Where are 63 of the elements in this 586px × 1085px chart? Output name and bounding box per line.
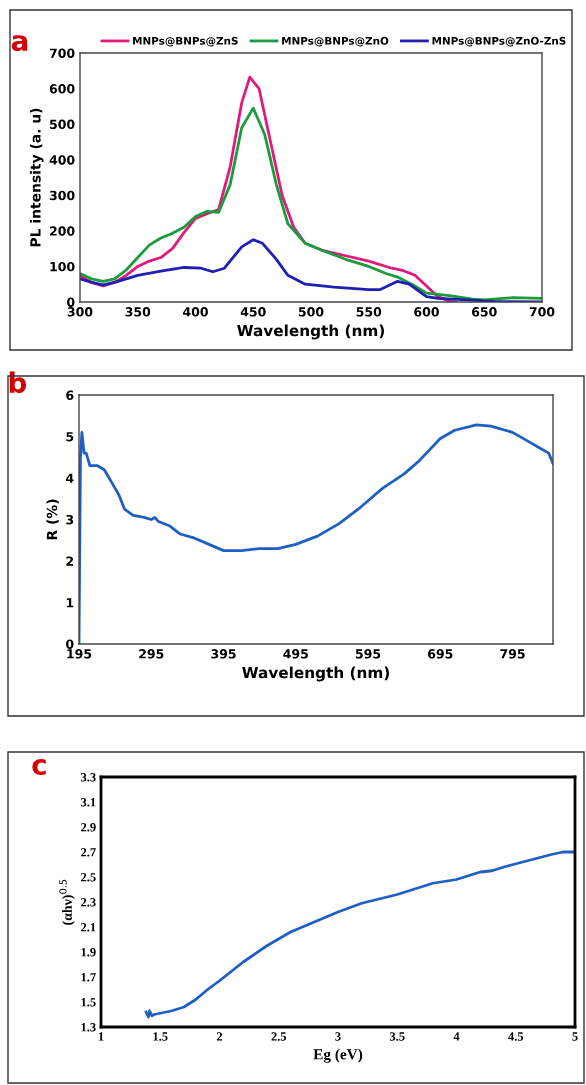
y-tick-label: 2.9 [81, 823, 96, 832]
y-tick-label: 1.7 [81, 973, 96, 982]
y-tick-label: 500 [50, 119, 75, 130]
x-tick-label: 395 [211, 649, 236, 659]
y-tick-label: 1.3 [81, 1023, 96, 1032]
x-tick-label: 1.5 [153, 1032, 168, 1041]
legend-label: MNPs@BNPs@ZnO-ZnS [432, 36, 566, 47]
y-tick-label: 4 [66, 473, 74, 483]
legend-label: MNPs@BNPs@ZnO [282, 36, 389, 47]
y-tick-label: 300 [49, 190, 75, 201]
y-tick-label: 2 [66, 556, 74, 566]
x-tick-label: 500 [298, 307, 324, 317]
x-axis-title: Wavelength (nm) [237, 324, 384, 340]
y-tick-label: 2.5 [81, 873, 96, 882]
x-tick-label: 795 [500, 649, 525, 659]
chart-title: b [9, 371, 27, 394]
y-tick-label: 0 [66, 639, 74, 649]
y-axis-title: (αhν)$^{0.5}$ [59, 879, 75, 925]
line-series [144, 850, 575, 1019]
chart-title: a [11, 35, 28, 52]
y-tick-label: 200 [50, 226, 75, 236]
x-tick-label: 495 [283, 649, 308, 659]
y-tick-label: 400 [49, 155, 75, 165]
x-tick-label: 4.5 [508, 1032, 524, 1041]
y-tick-label: 0 [67, 297, 75, 307]
chart-title: c [32, 759, 46, 776]
legend-label: MNPs@BNPs@ZnS [133, 36, 238, 47]
y-tick-label: 600 [49, 84, 75, 94]
x-tick-label: 695 [428, 649, 453, 659]
x-tick-label: 5 [572, 1032, 578, 1041]
x-tick-label: 2 [216, 1032, 223, 1041]
x-tick-label: 350 [125, 307, 151, 317]
y-tick-label: 2.3 [81, 898, 96, 907]
x-axis-title: Wavelength (nm) [242, 666, 389, 682]
y-axis-title: R (%) [46, 499, 59, 540]
x-tick-label: 595 [355, 649, 381, 659]
y-tick-label: 1 [66, 598, 74, 608]
y-tick-label: 1.9 [81, 948, 96, 957]
y-tick-label: 2.7 [81, 848, 96, 857]
x-tick-label: 2.5 [271, 1032, 287, 1041]
x-tick-label: 195 [67, 649, 92, 659]
x-tick-label: 3.5 [389, 1032, 405, 1041]
x-tick-label: 1 [98, 1032, 104, 1041]
y-tick-label: 100 [50, 261, 75, 272]
x-tick-label: 4 [453, 1032, 460, 1041]
y-tick-label: 3 [66, 514, 74, 525]
x-tick-label: 450 [240, 307, 266, 317]
y-tick-label: 2.1 [81, 923, 96, 932]
x-tick-label: 700 [529, 307, 555, 317]
y-tick-label: 3.3 [80, 773, 96, 782]
x-tick-label: 400 [183, 307, 208, 317]
x-tick-label: 650 [471, 307, 497, 317]
y-tick-label: 6 [66, 390, 74, 400]
y-tick-label: 3.1 [80, 798, 96, 807]
x-axis-title: Eg (eV) [313, 1048, 363, 1063]
y-tick-label: 700 [49, 48, 75, 58]
x-tick-label: 600 [414, 307, 439, 317]
x-tick-label: 3 [335, 1032, 341, 1041]
x-tick-label: 550 [356, 307, 382, 317]
y-tick-label: 1.5 [81, 998, 96, 1007]
x-tick-label: 295 [139, 649, 164, 659]
y-axis-title: PL intensity (a. u) [29, 108, 44, 247]
y-tick-label: 5 [66, 432, 74, 442]
